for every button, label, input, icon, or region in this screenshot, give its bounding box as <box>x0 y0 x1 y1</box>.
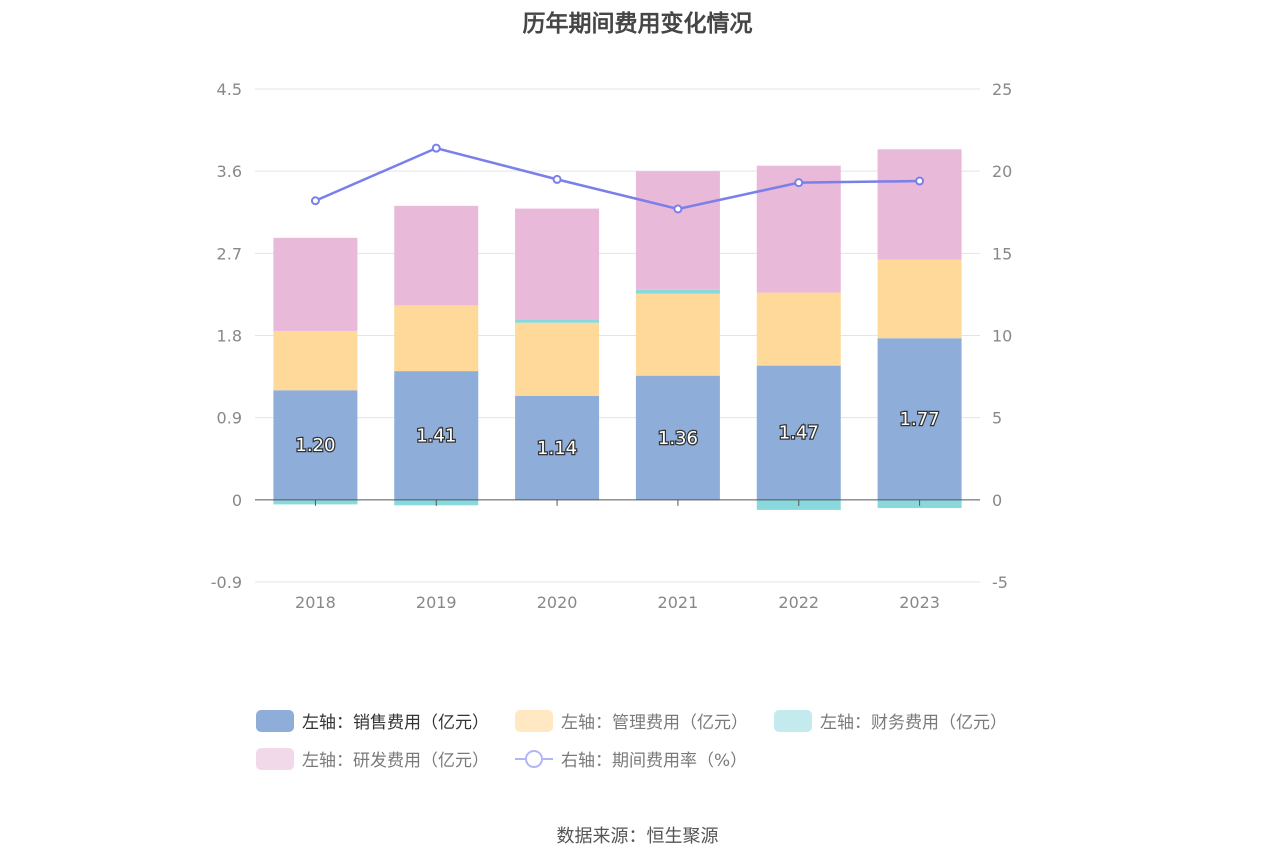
bar-0-2021 <box>635 375 720 500</box>
rate-point-2023 <box>915 176 925 186</box>
right-tick-label: 0 <box>992 491 1002 510</box>
x-tick-label: 2018 <box>295 593 336 612</box>
bar-1-2018 <box>273 330 358 391</box>
sales-data-label: 1.41 <box>416 425 456 446</box>
left-tick-label: 3.6 <box>217 162 242 181</box>
sales-data-label: 1.77 <box>900 409 940 430</box>
bar-0-2022 <box>756 365 841 500</box>
right-tick-label: 15 <box>992 244 1012 263</box>
bar-layer <box>273 149 962 510</box>
bar-0-2023 <box>877 338 962 500</box>
rate-point-2019 <box>431 143 441 153</box>
bar-1-2022 <box>756 292 841 366</box>
x-tick-label: 2022 <box>778 593 819 612</box>
bar-1-2020 <box>515 322 600 396</box>
sales-data-label: 1.20 <box>295 435 335 456</box>
rate-point-2021 <box>673 204 683 214</box>
legend-label-rate: 右轴：期间费用率（%） <box>561 751 748 771</box>
sales-data-label: 1.47 <box>779 423 819 444</box>
legend-label-rd: 左轴：研发费用（亿元） <box>302 751 489 771</box>
data-label-layer: 1.20 1.41 1.14 1.36 1.47 1.77 <box>294 408 941 460</box>
sales-data-label: 1.14 <box>537 438 577 459</box>
right-tick-label: 10 <box>992 327 1012 346</box>
rate-point-2022 <box>794 178 804 188</box>
bar-3-2018 <box>273 237 358 331</box>
right-tick-label: 20 <box>992 162 1012 181</box>
left-axis: -0.9 0 0.9 1.8 2.7 3.6 4.5 <box>211 80 242 592</box>
rate-point-2018 <box>310 196 320 206</box>
legend-label-admin: 左轴：管理费用（亿元） <box>561 713 748 733</box>
bar-1-2023 <box>877 259 962 339</box>
chart-title: 历年期间费用变化情况 <box>522 11 753 37</box>
left-tick-label: 0 <box>232 491 242 510</box>
legend-item-rate[interactable]: 右轴：期间费用率（%） <box>515 746 747 771</box>
rate-line <box>314 146 920 211</box>
bar-3-2023 <box>877 149 962 260</box>
legend-item-finance[interactable]: 左轴：财务费用（亿元） <box>774 708 1007 733</box>
legend-line-icon <box>515 748 553 770</box>
sales-data-label: 1.36 <box>658 428 698 449</box>
legend-item-rd[interactable]: 左轴：研发费用（亿元） <box>256 746 489 771</box>
legend-swatch-sales <box>256 709 294 732</box>
left-tick-label: 2.7 <box>217 244 242 263</box>
bar-2-2021 <box>635 289 720 294</box>
legend-item-sales[interactable]: 左轴：销售费用（亿元） <box>256 708 489 733</box>
bar-1-2019 <box>394 305 479 372</box>
right-tick-label: -5 <box>992 573 1008 592</box>
x-tick-label: 2019 <box>416 593 457 612</box>
right-tick-label: 5 <box>992 409 1002 428</box>
legend-swatch-finance <box>774 709 812 732</box>
bar-0-2019 <box>394 371 479 500</box>
legend-label-sales: 左轴：销售费用（亿元） <box>302 713 489 733</box>
legend-swatch-rd <box>256 747 294 770</box>
legend-swatch-admin <box>515 709 553 732</box>
bar-3-2020 <box>515 208 600 320</box>
x-axis: 2018 2019 2020 2021 2022 2023 <box>255 499 980 612</box>
x-tick-label: 2021 <box>658 593 699 612</box>
rate-point-2020 <box>552 174 562 184</box>
rate-line-layer <box>310 143 925 214</box>
bar-0-2018 <box>273 390 358 500</box>
left-tick-label: 4.5 <box>217 80 242 99</box>
data-source: 数据来源：恒生聚源 <box>556 826 719 847</box>
bar-2-2020 <box>515 319 600 323</box>
bar-0-2020 <box>515 395 600 500</box>
left-tick-label: -0.9 <box>211 573 242 592</box>
left-tick-label: 0.9 <box>217 409 242 428</box>
right-axis: -5 0 5 10 15 20 25 <box>992 80 1012 592</box>
legend-item-admin[interactable]: 左轴：管理费用（亿元） <box>515 708 748 733</box>
gridlines <box>255 88 980 583</box>
legend-label-finance: 左轴：财务费用（亿元） <box>820 713 1007 733</box>
left-tick-label: 1.8 <box>217 327 242 346</box>
bar-1-2021 <box>635 293 720 376</box>
bar-3-2021 <box>635 171 720 290</box>
right-tick-label: 25 <box>992 80 1012 99</box>
x-tick-label: 2020 <box>537 593 578 612</box>
x-tick-label: 2023 <box>899 593 940 612</box>
bar-3-2019 <box>394 205 479 306</box>
